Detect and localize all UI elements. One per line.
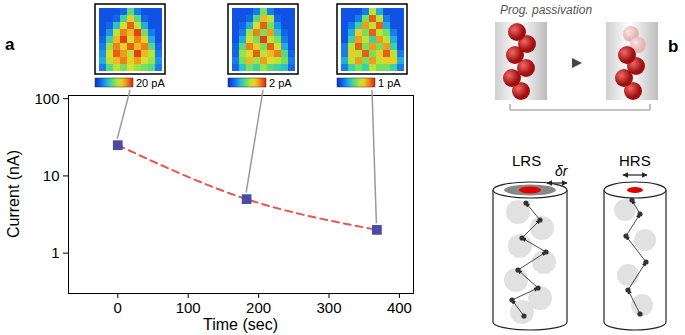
svg-text:LRS: LRS [512, 152, 541, 169]
svg-text:200: 200 [246, 299, 271, 316]
svg-text:δr: δr [555, 163, 569, 179]
svg-text:b: b [668, 37, 678, 56]
svg-text:100: 100 [176, 299, 201, 316]
svg-text:HRS: HRS [619, 152, 651, 169]
svg-text:a: a [5, 35, 15, 54]
html-text:Current (nA): Current (nA) [5, 150, 22, 238]
svg-text:20 pA: 20 pA [136, 77, 165, 89]
svg-text:1: 1 [51, 244, 59, 261]
svg-text:400: 400 [387, 299, 412, 316]
svg-text:10: 10 [43, 167, 60, 184]
svg-text:0: 0 [114, 299, 122, 316]
html-text:Time (sec): Time (sec) [203, 316, 278, 333]
svg-text:100: 100 [34, 89, 59, 106]
svg-text:1 pA: 1 pA [378, 77, 401, 89]
svg-text:300: 300 [316, 299, 341, 316]
svg-text:Prog. passivation: Prog. passivation [500, 3, 592, 17]
svg-text:2 pA: 2 pA [269, 77, 292, 89]
